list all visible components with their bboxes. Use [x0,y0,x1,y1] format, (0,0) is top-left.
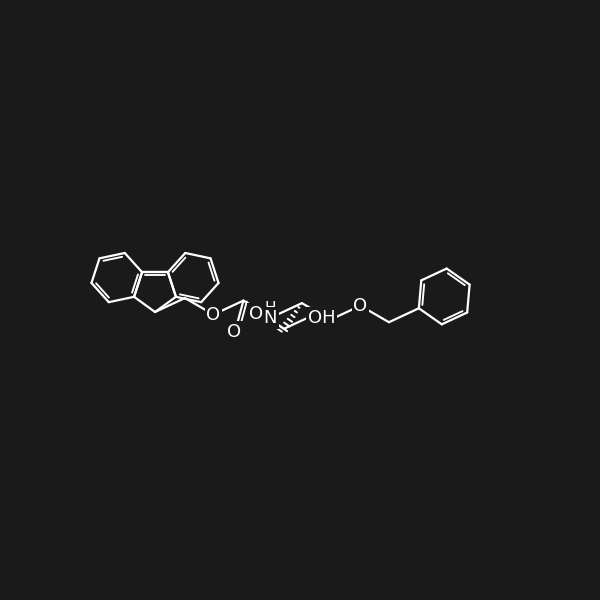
Text: N: N [263,309,277,327]
Text: O: O [249,305,263,323]
Text: O: O [353,297,367,315]
Text: O: O [206,305,221,323]
Text: OH: OH [308,309,335,327]
Text: O: O [227,323,241,341]
Text: H: H [264,301,276,316]
